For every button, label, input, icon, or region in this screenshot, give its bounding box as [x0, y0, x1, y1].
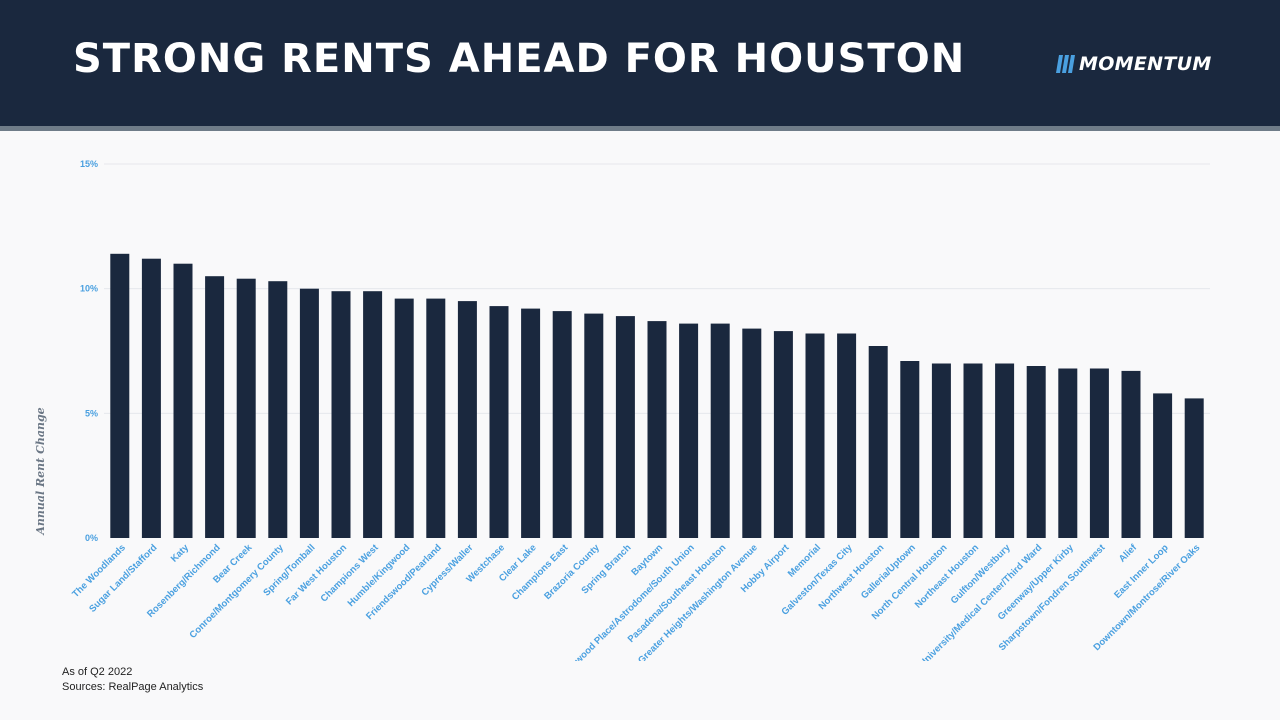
bar — [110, 253, 130, 539]
bar — [900, 361, 920, 538]
x-tick-label: East Inner Loop — [1112, 542, 1171, 601]
bar — [1058, 368, 1078, 538]
bar — [615, 316, 635, 538]
header-divider — [0, 126, 1280, 131]
y-tick-label: 5% — [85, 408, 98, 418]
bar — [521, 308, 541, 538]
x-tick-label: Alief — [1117, 542, 1140, 565]
bar — [363, 291, 383, 538]
momentum-logo: MOMENTUM — [1056, 53, 1212, 75]
bar — [742, 328, 762, 538]
bar — [963, 363, 983, 538]
bar — [299, 288, 319, 538]
x-tick-label: Galleria/Uptown — [859, 542, 918, 601]
footnote: As of Q2 2022 Sources: RealPage Analytic… — [62, 665, 203, 695]
bar — [995, 363, 1015, 538]
bar — [1153, 393, 1173, 538]
x-tick-label: Brazoria County — [542, 542, 602, 602]
bar — [868, 346, 888, 538]
y-tick-label: 15% — [80, 159, 98, 169]
bar — [931, 363, 951, 538]
bar — [1089, 368, 1109, 538]
bar — [489, 306, 509, 538]
x-tick-label: Katy — [169, 542, 192, 565]
bar — [173, 263, 193, 538]
bar — [647, 321, 667, 538]
bar — [1121, 370, 1141, 538]
x-tick-label: Champions East — [510, 542, 571, 603]
bar — [679, 323, 699, 538]
bar — [584, 313, 604, 538]
bar — [426, 298, 446, 538]
page-title: STRONG RENTS AHEAD FOR HOUSTON — [73, 36, 966, 82]
bar — [552, 311, 572, 538]
as-of-note: As of Q2 2022 — [62, 666, 133, 678]
bar — [268, 281, 288, 538]
y-tick-label: 0% — [85, 533, 98, 543]
y-axis-ticks: 0% 5% 10% 15% — [80, 159, 98, 543]
bar — [1184, 398, 1204, 538]
bar — [710, 323, 730, 538]
bar — [773, 331, 793, 538]
bar — [205, 276, 225, 538]
header-bar: STRONG RENTS AHEAD FOR HOUSTON MOMENTUM — [0, 0, 1280, 126]
bar — [394, 298, 414, 538]
bar — [837, 333, 857, 538]
bar — [805, 333, 825, 538]
rent-change-bar-chart: 0% 5% 10% 15% Annual Rent Change The Woodla… — [34, 159, 1210, 661]
bar — [236, 278, 256, 538]
sources-note: Sources: RealPage Analytics — [62, 681, 204, 693]
y-tick-label: 10% — [80, 284, 98, 294]
x-tick-label: Champions West — [319, 542, 382, 605]
bars-layer — [110, 253, 1204, 539]
bar — [457, 301, 477, 538]
logo-text: MOMENTUM — [1079, 53, 1212, 75]
bar — [141, 258, 161, 538]
x-tick-label: The Woodlands — [70, 542, 128, 600]
y-axis-title: Annual Rent Change — [34, 407, 47, 535]
bar — [1026, 366, 1046, 538]
bar — [331, 291, 351, 538]
three-slanted-bars-icon — [1056, 55, 1075, 73]
